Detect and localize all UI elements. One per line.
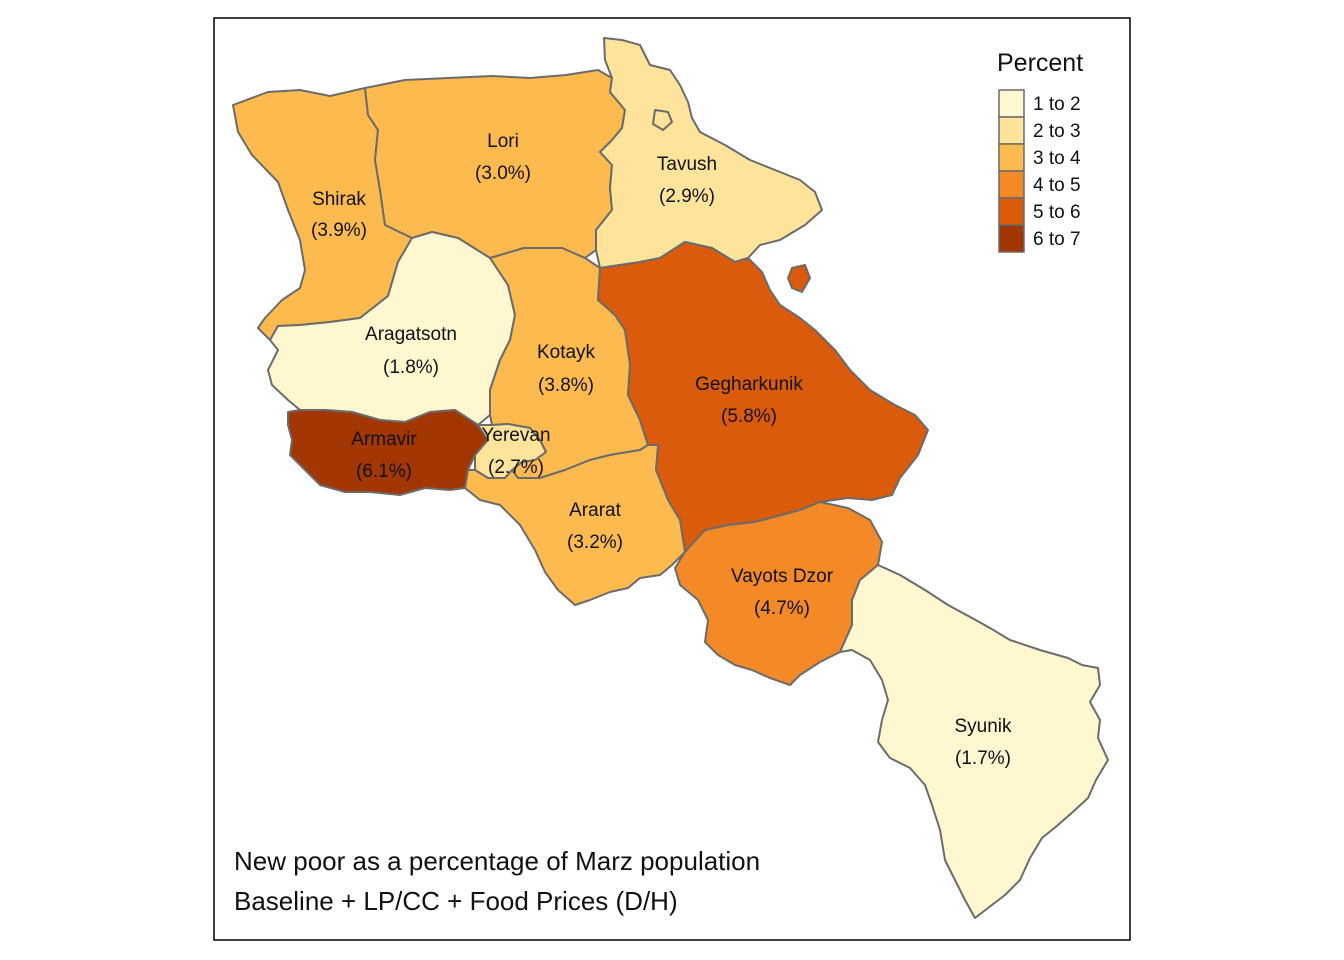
label-armavir-name: Armavir bbox=[351, 429, 417, 450]
legend-swatch-5 bbox=[998, 197, 1025, 226]
label-syunik-value: (1.7%) bbox=[955, 748, 1011, 769]
legend-label-4: 4 to 5 bbox=[1033, 175, 1081, 196]
label-gegharkunik-value: (5.8%) bbox=[721, 406, 777, 427]
label-armavir-value: (6.1%) bbox=[356, 461, 412, 482]
label-aragatsotn-value: (1.8%) bbox=[383, 357, 439, 378]
legend-swatch-1 bbox=[998, 89, 1025, 118]
caption-line-2: Baseline + LP/CC + Food Prices (D/H) bbox=[234, 886, 678, 916]
legend-swatch-3 bbox=[998, 143, 1025, 172]
label-ararat-value: (3.2%) bbox=[567, 532, 623, 553]
label-kotayk-value: (3.8%) bbox=[538, 375, 594, 396]
label-yerevan-value: (2.7%) bbox=[488, 457, 544, 478]
legend-title: Percent bbox=[997, 49, 1083, 77]
legend-label-6: 6 to 7 bbox=[1033, 229, 1081, 250]
legend-label-2: 2 to 3 bbox=[1033, 121, 1081, 142]
label-syunik-name: Syunik bbox=[954, 716, 1012, 737]
region-yerevan bbox=[474, 423, 547, 479]
label-aragatsotn-name: Aragatsotn bbox=[365, 324, 457, 345]
label-vayots-dzor-value: (4.7%) bbox=[754, 598, 810, 619]
legend-swatch-6 bbox=[998, 224, 1025, 253]
legend-label-5: 5 to 6 bbox=[1033, 202, 1081, 223]
region-ararat bbox=[464, 444, 686, 606]
caption-line-1: New poor as a percentage of Marz populat… bbox=[234, 846, 760, 876]
region-syunik bbox=[839, 564, 1109, 919]
label-kotayk-name: Kotayk bbox=[537, 342, 596, 363]
label-tavush-value: (2.9%) bbox=[659, 186, 715, 207]
legend-swatch-2 bbox=[998, 116, 1025, 145]
region-armavir bbox=[287, 409, 489, 496]
legend: Percent 1 to 2 2 to 3 3 to 4 4 to 5 5 to… bbox=[997, 49, 1083, 253]
label-tavush-name: Tavush bbox=[657, 154, 717, 175]
label-shirak-name: Shirak bbox=[312, 189, 366, 210]
legend-label-3: 3 to 4 bbox=[1033, 148, 1081, 169]
label-shirak-value: (3.9%) bbox=[311, 220, 367, 241]
legend-swatch-4 bbox=[998, 170, 1025, 199]
label-lori-value: (3.0%) bbox=[475, 163, 531, 184]
label-yerevan-name: Yerevan bbox=[481, 425, 550, 446]
label-gegharkunik-name: Gegharkunik bbox=[695, 374, 803, 395]
label-vayots-dzor-name: Vayots Dzor bbox=[731, 566, 834, 587]
label-ararat-name: Ararat bbox=[569, 500, 621, 521]
label-lori-name: Lori bbox=[487, 131, 519, 152]
legend-label-1: 1 to 2 bbox=[1033, 94, 1081, 115]
